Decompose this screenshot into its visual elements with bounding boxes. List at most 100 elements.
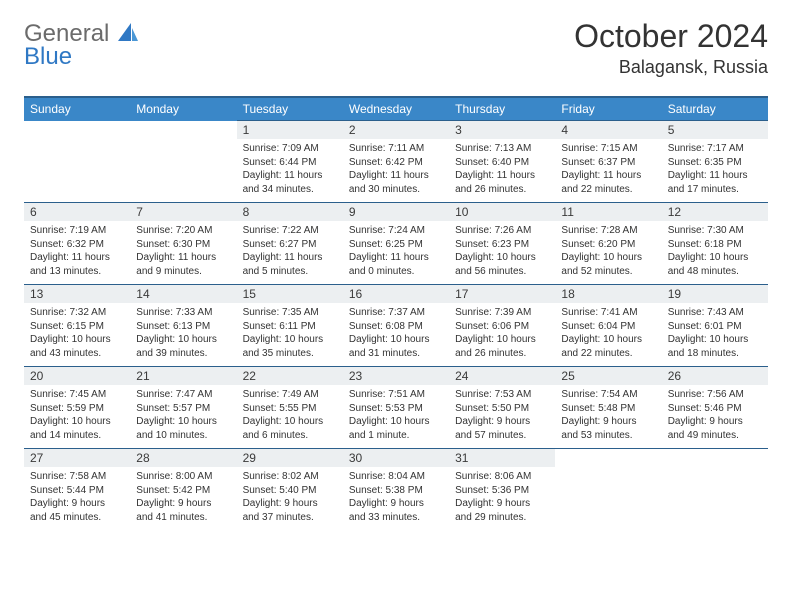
calendar-cell: 11Sunrise: 7:28 AMSunset: 6:20 PMDayligh… [555,203,661,285]
calendar-cell: 2Sunrise: 7:11 AMSunset: 6:42 PMDaylight… [343,121,449,203]
calendar-cell: 24Sunrise: 7:53 AMSunset: 5:50 PMDayligh… [449,367,555,449]
day-details: Sunrise: 7:20 AMSunset: 6:30 PMDaylight:… [130,221,236,282]
weekday-header: Tuesday [237,97,343,121]
day-number: 11 [555,203,661,221]
calendar-cell: 17Sunrise: 7:39 AMSunset: 6:06 PMDayligh… [449,285,555,367]
calendar-body: 1Sunrise: 7:09 AMSunset: 6:44 PMDaylight… [24,121,768,531]
day-number: 29 [237,449,343,467]
day-details: Sunrise: 7:35 AMSunset: 6:11 PMDaylight:… [237,303,343,364]
weekday-header: Sunday [24,97,130,121]
weekday-header-row: Sunday Monday Tuesday Wednesday Thursday… [24,97,768,121]
day-details: Sunrise: 7:58 AMSunset: 5:44 PMDaylight:… [24,467,130,528]
day-details: Sunrise: 8:02 AMSunset: 5:40 PMDaylight:… [237,467,343,528]
calendar-cell: 5Sunrise: 7:17 AMSunset: 6:35 PMDaylight… [662,121,768,203]
day-number: 31 [449,449,555,467]
calendar-cell: 19Sunrise: 7:43 AMSunset: 6:01 PMDayligh… [662,285,768,367]
calendar-cell: 31Sunrise: 8:06 AMSunset: 5:36 PMDayligh… [449,449,555,531]
weekday-header: Monday [130,97,236,121]
day-number: 2 [343,121,449,139]
day-number: 1 [237,121,343,139]
day-number: 19 [662,285,768,303]
header: General Blue October 2024 Balagansk, Rus… [24,18,768,78]
day-details: Sunrise: 7:32 AMSunset: 6:15 PMDaylight:… [24,303,130,364]
day-details: Sunrise: 7:15 AMSunset: 6:37 PMDaylight:… [555,139,661,200]
calendar-row: 20Sunrise: 7:45 AMSunset: 5:59 PMDayligh… [24,367,768,449]
calendar-cell: 25Sunrise: 7:54 AMSunset: 5:48 PMDayligh… [555,367,661,449]
day-details: Sunrise: 7:28 AMSunset: 6:20 PMDaylight:… [555,221,661,282]
day-number: 18 [555,285,661,303]
calendar-cell: 26Sunrise: 7:56 AMSunset: 5:46 PMDayligh… [662,367,768,449]
weekday-header: Friday [555,97,661,121]
day-details: Sunrise: 7:22 AMSunset: 6:27 PMDaylight:… [237,221,343,282]
calendar-cell: 14Sunrise: 7:33 AMSunset: 6:13 PMDayligh… [130,285,236,367]
day-number: 17 [449,285,555,303]
day-number: 4 [555,121,661,139]
brand-logo: General Blue [24,18,140,69]
calendar-cell: 8Sunrise: 7:22 AMSunset: 6:27 PMDaylight… [237,203,343,285]
page: General Blue October 2024 Balagansk, Rus… [0,0,792,531]
day-number: 28 [130,449,236,467]
day-details: Sunrise: 7:53 AMSunset: 5:50 PMDaylight:… [449,385,555,446]
day-number: 21 [130,367,236,385]
day-number: 16 [343,285,449,303]
day-details: Sunrise: 7:30 AMSunset: 6:18 PMDaylight:… [662,221,768,282]
day-details: Sunrise: 7:51 AMSunset: 5:53 PMDaylight:… [343,385,449,446]
day-number: 7 [130,203,236,221]
day-number: 13 [24,285,130,303]
day-details: Sunrise: 7:41 AMSunset: 6:04 PMDaylight:… [555,303,661,364]
day-number: 12 [662,203,768,221]
day-details: Sunrise: 7:24 AMSunset: 6:25 PMDaylight:… [343,221,449,282]
calendar-cell: 23Sunrise: 7:51 AMSunset: 5:53 PMDayligh… [343,367,449,449]
day-number: 10 [449,203,555,221]
calendar-cell: 7Sunrise: 7:20 AMSunset: 6:30 PMDaylight… [130,203,236,285]
calendar-cell: 1Sunrise: 7:09 AMSunset: 6:44 PMDaylight… [237,121,343,203]
calendar-cell: 29Sunrise: 8:02 AMSunset: 5:40 PMDayligh… [237,449,343,531]
day-details: Sunrise: 7:45 AMSunset: 5:59 PMDaylight:… [24,385,130,446]
day-number: 9 [343,203,449,221]
day-number: 8 [237,203,343,221]
day-number: 6 [24,203,130,221]
day-number: 22 [237,367,343,385]
calendar-cell: 22Sunrise: 7:49 AMSunset: 5:55 PMDayligh… [237,367,343,449]
day-details: Sunrise: 7:11 AMSunset: 6:42 PMDaylight:… [343,139,449,200]
day-details: Sunrise: 7:54 AMSunset: 5:48 PMDaylight:… [555,385,661,446]
calendar-cell-empty [24,121,130,203]
calendar-cell-empty [662,449,768,531]
calendar-cell: 16Sunrise: 7:37 AMSunset: 6:08 PMDayligh… [343,285,449,367]
title-location: Balagansk, Russia [574,57,768,78]
calendar-cell: 18Sunrise: 7:41 AMSunset: 6:04 PMDayligh… [555,285,661,367]
calendar-cell: 4Sunrise: 7:15 AMSunset: 6:37 PMDaylight… [555,121,661,203]
day-details: Sunrise: 8:06 AMSunset: 5:36 PMDaylight:… [449,467,555,528]
day-number: 5 [662,121,768,139]
day-details: Sunrise: 7:09 AMSunset: 6:44 PMDaylight:… [237,139,343,200]
day-number: 14 [130,285,236,303]
day-number: 20 [24,367,130,385]
weekday-header: Wednesday [343,97,449,121]
calendar-row: 27Sunrise: 7:58 AMSunset: 5:44 PMDayligh… [24,449,768,531]
day-number: 26 [662,367,768,385]
day-details: Sunrise: 7:37 AMSunset: 6:08 PMDaylight:… [343,303,449,364]
brand-text-b: Blue [24,45,140,69]
sail-icon [117,22,139,47]
day-number: 23 [343,367,449,385]
day-number: 24 [449,367,555,385]
calendar-row: 1Sunrise: 7:09 AMSunset: 6:44 PMDaylight… [24,121,768,203]
calendar-cell: 15Sunrise: 7:35 AMSunset: 6:11 PMDayligh… [237,285,343,367]
day-details: Sunrise: 7:19 AMSunset: 6:32 PMDaylight:… [24,221,130,282]
calendar-cell: 13Sunrise: 7:32 AMSunset: 6:15 PMDayligh… [24,285,130,367]
calendar-row: 6Sunrise: 7:19 AMSunset: 6:32 PMDaylight… [24,203,768,285]
day-number: 15 [237,285,343,303]
day-number: 3 [449,121,555,139]
day-details: Sunrise: 7:49 AMSunset: 5:55 PMDaylight:… [237,385,343,446]
calendar-cell: 27Sunrise: 7:58 AMSunset: 5:44 PMDayligh… [24,449,130,531]
day-details: Sunrise: 7:43 AMSunset: 6:01 PMDaylight:… [662,303,768,364]
calendar-cell: 12Sunrise: 7:30 AMSunset: 6:18 PMDayligh… [662,203,768,285]
calendar-cell: 28Sunrise: 8:00 AMSunset: 5:42 PMDayligh… [130,449,236,531]
day-details: Sunrise: 8:00 AMSunset: 5:42 PMDaylight:… [130,467,236,528]
calendar-row: 13Sunrise: 7:32 AMSunset: 6:15 PMDayligh… [24,285,768,367]
weekday-header: Saturday [662,97,768,121]
day-details: Sunrise: 7:17 AMSunset: 6:35 PMDaylight:… [662,139,768,200]
calendar-cell-empty [555,449,661,531]
day-details: Sunrise: 8:04 AMSunset: 5:38 PMDaylight:… [343,467,449,528]
day-details: Sunrise: 7:13 AMSunset: 6:40 PMDaylight:… [449,139,555,200]
